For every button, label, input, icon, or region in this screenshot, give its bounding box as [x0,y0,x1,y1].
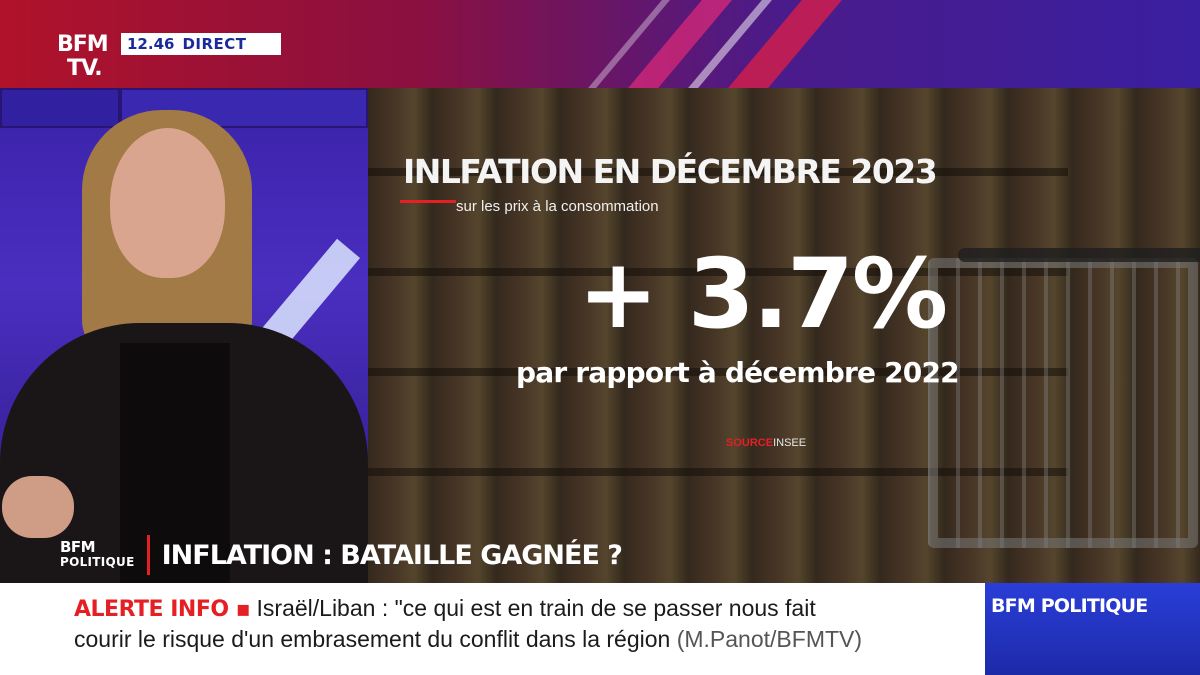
clock-bar: 12.46 DIRECT [121,33,281,55]
graphic-accent-line [400,200,456,203]
studio-shot [0,88,368,583]
speaker-hand [2,476,74,538]
lower-third: BFM POLITIQUE INFLATION : BATAILLE GAGNÉ… [60,532,680,578]
clock-time: 12.46 [127,35,175,53]
live-label: DIRECT [182,35,247,53]
speaker-face [110,128,225,278]
source-value: INSEE [773,437,807,449]
headline: INFLATION : BATAILLE GAGNÉE ? [161,539,623,571]
channel-badge-label: BFM POLITIQUE [991,595,1148,617]
graphic-title: INLFATION EN DÉCEMBRE 2023 [403,152,938,191]
source-credit: SOURCEINSEE [726,437,806,449]
ticker-line-1: ALERTE INFO ▪ Israël/Liban : "ce qui est… [74,595,816,622]
speaker [0,88,368,583]
inflation-value: + 3.7% [578,238,948,350]
alert-label: ALERTE INFO ▪ [74,597,251,622]
ticker-text-2: courir le risque d'un embrasement du con… [74,626,671,652]
studio-panel [0,88,120,128]
inflation-graphic: INLFATION EN DÉCEMBRE 2023 sur les prix … [368,88,1200,583]
shopping-cart-handle [958,248,1200,262]
channel-badge: BFM POLITIQUE [985,583,1200,675]
comparison-text: par rapport à décembre 2022 [516,356,960,389]
headline-separator [146,535,150,575]
shelf [368,168,1068,176]
shelf [368,468,1068,476]
ticker-text-1: Israël/Liban : "ce qui est en train de s… [256,595,816,621]
show-logo-line2: POLITIQUE [60,555,135,569]
channel-logo-line1: BFM [57,32,109,57]
channel-logo-line2: TV. [67,56,103,81]
show-logo: BFM POLITIQUE [60,540,147,570]
shelf [368,368,1068,376]
speaker-shirt [120,343,230,583]
source-label: SOURCE [726,437,774,449]
channel-logo: BFM TV. [57,33,115,83]
news-ticker: ALERTE INFO ▪ Israël/Liban : "ce qui est… [0,583,985,675]
shopping-cart [928,258,1198,548]
ticker-line-2: courir le risque d'un embrasement du con… [74,626,862,653]
graphic-subtitle: sur les prix à la consommation [456,198,659,215]
top-banner: BFM TV. 12.46 DIRECT [0,0,1200,88]
show-logo-line1: BFM [60,538,96,556]
shelf [368,268,1068,276]
ticker-source: (M.Panot/BFMTV) [676,626,863,652]
